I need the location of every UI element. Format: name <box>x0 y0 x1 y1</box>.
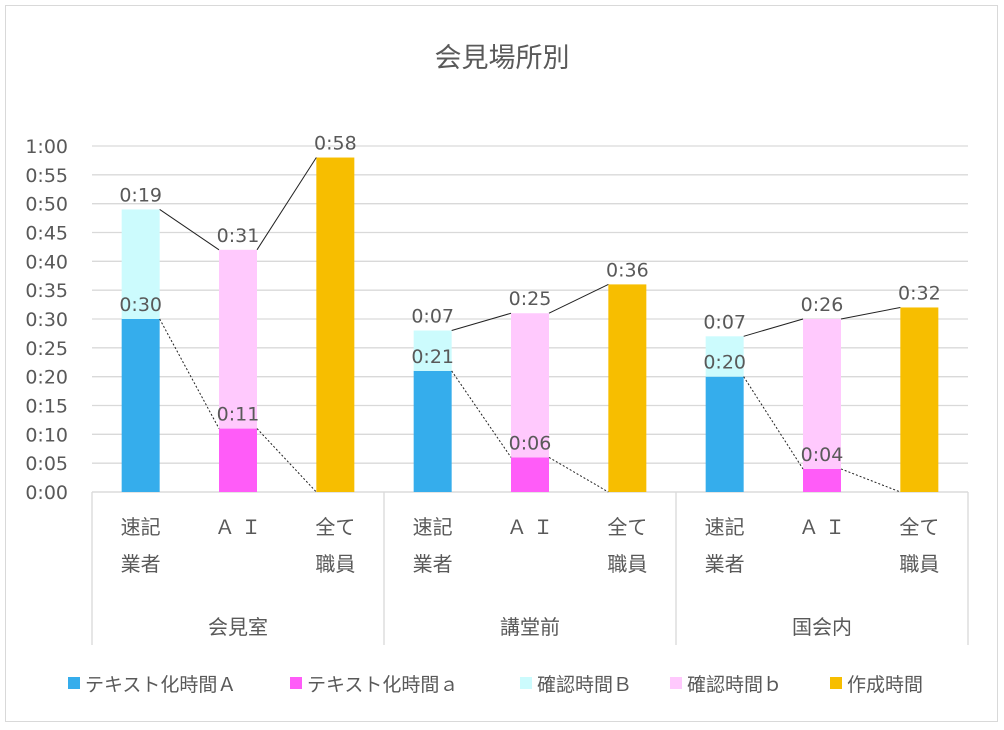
group-label: 国会内 <box>792 615 852 639</box>
y-tick-label: 0:15 <box>25 396 68 418</box>
category-label: 職員 <box>899 552 939 576</box>
series-line-first <box>548 456 609 493</box>
y-tick-label: 0:25 <box>25 338 68 360</box>
series-line-first <box>256 428 317 493</box>
data-label: 0:32 <box>898 282 941 304</box>
category-label: 職員 <box>315 552 355 576</box>
series-line-total <box>743 318 804 337</box>
category-label: Ａ Ｉ <box>215 515 261 539</box>
chart-title: 会見場所別 <box>435 43 570 74</box>
data-label: 0:31 <box>217 225 260 247</box>
legend-label: テキスト化時間Ａ <box>85 674 236 696</box>
series-line-total <box>159 209 220 251</box>
y-tick-label: 0:10 <box>25 424 68 446</box>
series-line-total <box>548 283 609 314</box>
legend-swatch <box>290 677 302 689</box>
data-label: 0:30 <box>119 294 162 316</box>
series-line-total <box>451 312 512 332</box>
legend-label: 確認時間ｂ <box>687 674 782 696</box>
bar-segment <box>803 319 841 469</box>
y-tick-label: 0:30 <box>25 309 68 331</box>
legend-label: テキスト化時間ａ <box>307 674 458 696</box>
series-line-first <box>840 468 901 493</box>
y-tick-label: 0:50 <box>25 194 68 216</box>
data-label: 0:21 <box>411 346 454 368</box>
y-tick-label: 0:20 <box>25 367 68 389</box>
y-tick-label: 0:35 <box>25 280 68 302</box>
y-tick-label: 0:05 <box>25 453 68 475</box>
series-line-total <box>256 157 317 251</box>
category-label: Ａ Ｉ <box>507 515 553 539</box>
category-label: 速記 <box>705 515 745 539</box>
series-line-total <box>840 306 901 320</box>
legend-label: 確認時間Ｂ <box>537 674 632 696</box>
data-label: 0:07 <box>411 306 454 328</box>
bar-segment <box>705 376 744 492</box>
data-label: 0:26 <box>801 294 844 316</box>
legend-swatch <box>68 677 80 689</box>
bar-segment <box>219 428 257 492</box>
bar-segment <box>608 284 647 492</box>
data-label: 0:19 <box>119 184 162 206</box>
category-label: 業者 <box>705 552 745 576</box>
y-tick-label: 1:00 <box>25 136 68 158</box>
category-label: 速記 <box>121 515 161 539</box>
data-label: 0:36 <box>606 259 649 281</box>
series-line-first <box>159 318 220 429</box>
category-label: 業者 <box>121 552 161 576</box>
y-tick-label: 0:40 <box>25 251 68 273</box>
bar-segment <box>121 319 160 492</box>
category-label: 全て <box>899 515 939 539</box>
category-label: 全て <box>315 515 355 539</box>
bar-segment <box>511 457 549 492</box>
data-label: 0:06 <box>509 432 552 454</box>
bar-segment <box>219 249 257 429</box>
category-label: 速記 <box>413 515 453 539</box>
chart-frame <box>5 5 998 722</box>
bar-segment <box>511 313 549 458</box>
group-label: 会見室 <box>208 615 268 639</box>
category-label: 全て <box>607 515 647 539</box>
data-label: 0:07 <box>703 311 746 333</box>
category-label: 職員 <box>607 552 647 576</box>
data-label: 0:25 <box>509 288 552 310</box>
category-label: Ａ Ｉ <box>799 515 845 539</box>
y-tick-label: 0:55 <box>25 165 68 187</box>
legend-swatch <box>670 677 682 689</box>
bar-segment <box>803 468 841 492</box>
data-label: 0:11 <box>217 404 260 426</box>
data-label: 0:20 <box>703 352 746 374</box>
data-label: 0:58 <box>314 133 357 155</box>
data-label: 0:04 <box>801 444 844 466</box>
category-label: 業者 <box>413 552 453 576</box>
bar-segment <box>121 209 160 319</box>
bar-segment <box>413 330 452 371</box>
group-label: 講堂前 <box>500 615 560 639</box>
y-tick-label: 0:00 <box>25 482 68 504</box>
series-line-first <box>451 370 512 458</box>
y-tick-label: 0:45 <box>25 223 68 245</box>
bar-segment <box>705 336 744 377</box>
bar-segment <box>413 370 452 492</box>
bar-segment <box>900 307 939 492</box>
legend-swatch <box>520 677 532 689</box>
series-line-first <box>743 376 804 470</box>
bar-segment <box>316 157 355 493</box>
legend-label: 作成時間 <box>847 674 923 696</box>
legend-swatch <box>830 677 842 689</box>
